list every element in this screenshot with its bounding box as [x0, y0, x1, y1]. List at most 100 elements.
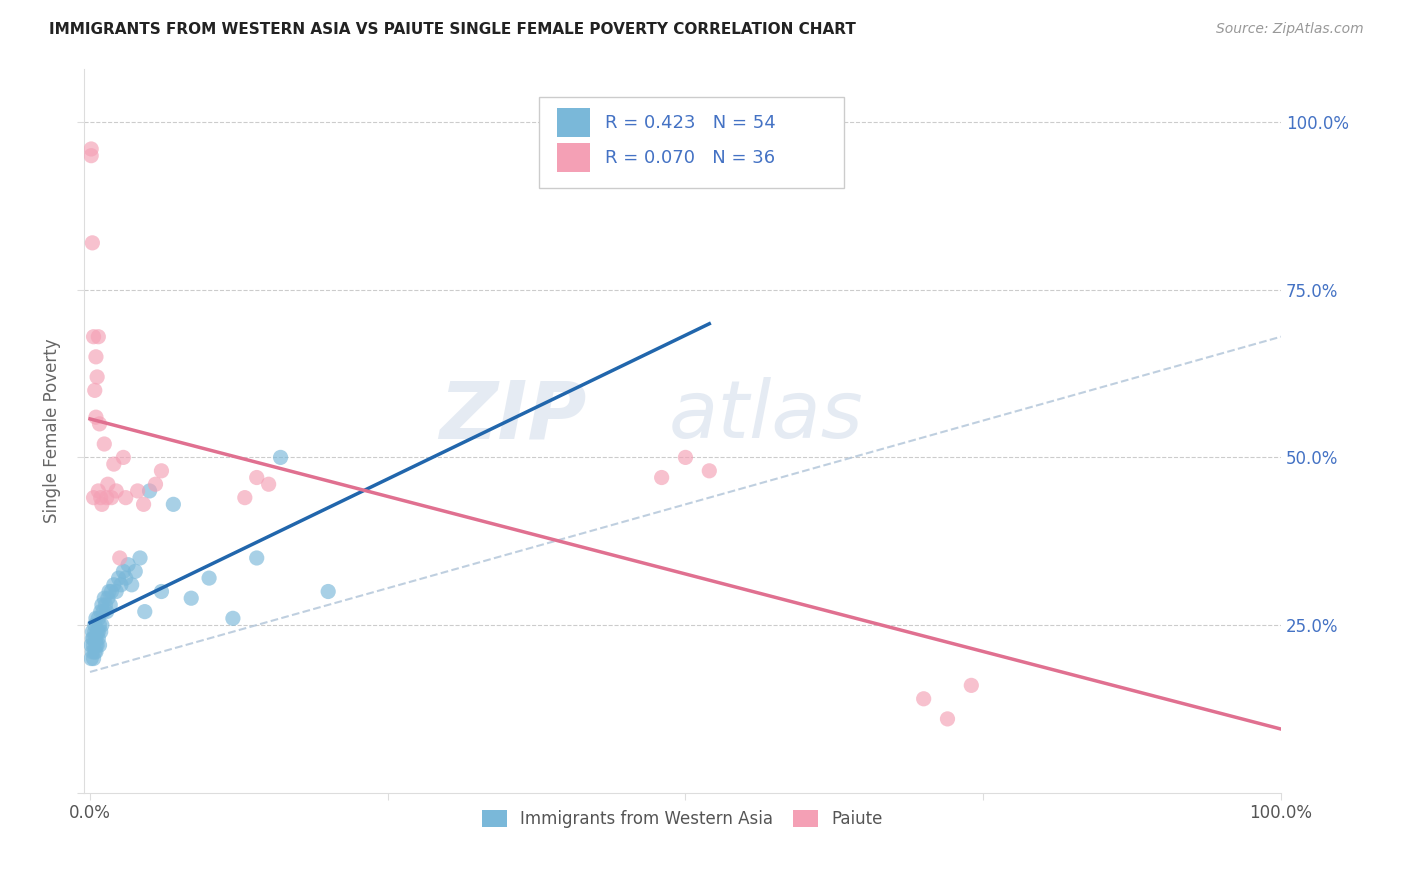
Point: [936, 712, 959, 726]
Point: [80, 651, 103, 665]
Point: [84, 611, 107, 625]
Point: [87, 483, 110, 498]
Text: atlas: atlas: [669, 377, 863, 455]
Point: [132, 497, 155, 511]
Text: IMMIGRANTS FROM WESTERN ASIA VS PAIUTE SINGLE FEMALE POVERTY CORRELATION CHART: IMMIGRANTS FROM WESTERN ASIA VS PAIUTE S…: [49, 22, 856, 37]
Point: [90, 598, 112, 612]
Point: [697, 464, 720, 478]
Point: [233, 491, 256, 505]
Point: [89, 417, 111, 431]
Point: [84, 632, 107, 646]
Point: [82, 632, 104, 646]
Point: [83, 384, 105, 398]
Point: [82, 624, 104, 639]
Point: [114, 491, 136, 505]
Point: [89, 638, 111, 652]
Point: [257, 477, 280, 491]
Point: [138, 483, 160, 498]
Point: [83, 491, 105, 505]
Point: [97, 477, 120, 491]
FancyBboxPatch shape: [538, 97, 844, 188]
Point: [105, 483, 128, 498]
Point: [90, 618, 112, 632]
Point: [80, 638, 103, 652]
Point: [100, 584, 122, 599]
Point: [83, 329, 105, 343]
Point: [87, 624, 110, 639]
Point: [98, 598, 121, 612]
Point: [145, 477, 167, 491]
Text: Source: ZipAtlas.com: Source: ZipAtlas.com: [1216, 22, 1364, 37]
Point: [103, 457, 125, 471]
Point: [82, 235, 104, 250]
Point: [84, 638, 107, 652]
Point: [90, 497, 112, 511]
Point: [150, 464, 173, 478]
Point: [86, 370, 108, 384]
Point: [84, 350, 107, 364]
Point: [94, 598, 117, 612]
Point: [83, 645, 105, 659]
Point: [651, 470, 673, 484]
Point: [82, 645, 104, 659]
Point: [121, 578, 143, 592]
Point: [83, 651, 105, 665]
Point: [89, 618, 111, 632]
Point: [84, 645, 107, 659]
Point: [912, 691, 935, 706]
Point: [960, 678, 983, 692]
Point: [83, 624, 105, 639]
Point: [180, 591, 202, 606]
Point: [96, 491, 118, 505]
Point: [98, 584, 121, 599]
Point: [83, 638, 105, 652]
Point: [87, 611, 110, 625]
Point: [83, 632, 105, 646]
FancyBboxPatch shape: [557, 108, 591, 137]
Text: ZIP: ZIP: [439, 377, 586, 455]
Point: [90, 491, 112, 505]
Point: [87, 632, 110, 646]
Point: [246, 470, 269, 484]
Point: [93, 437, 115, 451]
Point: [117, 558, 139, 572]
Y-axis label: Single Female Poverty: Single Female Poverty: [44, 338, 60, 523]
Point: [96, 605, 118, 619]
Point: [90, 605, 112, 619]
Point: [124, 565, 146, 579]
Point: [80, 149, 103, 163]
Text: R = 0.070   N = 36: R = 0.070 N = 36: [605, 149, 775, 167]
Point: [91, 605, 114, 619]
Point: [127, 483, 149, 498]
Point: [105, 584, 128, 599]
Point: [134, 605, 156, 619]
Point: [246, 551, 269, 566]
Point: [86, 638, 108, 652]
Point: [112, 565, 135, 579]
Point: [93, 591, 115, 606]
Point: [316, 584, 339, 599]
Point: [87, 329, 110, 343]
Point: [83, 618, 105, 632]
Point: [112, 450, 135, 465]
Point: [162, 497, 184, 511]
Point: [129, 551, 152, 566]
Point: [198, 571, 221, 585]
Legend: Immigrants from Western Asia, Paiute: Immigrants from Western Asia, Paiute: [475, 804, 890, 835]
Point: [100, 491, 122, 505]
Text: R = 0.423   N = 54: R = 0.423 N = 54: [605, 114, 776, 132]
Point: [108, 551, 131, 566]
Point: [103, 578, 125, 592]
Point: [270, 450, 292, 465]
Point: [150, 584, 173, 599]
FancyBboxPatch shape: [557, 143, 591, 172]
Point: [84, 410, 107, 425]
Point: [107, 571, 129, 585]
Point: [114, 571, 136, 585]
Point: [675, 450, 697, 465]
Point: [86, 624, 108, 639]
Point: [222, 611, 245, 625]
Point: [97, 591, 120, 606]
Point: [80, 142, 103, 156]
Point: [90, 624, 112, 639]
